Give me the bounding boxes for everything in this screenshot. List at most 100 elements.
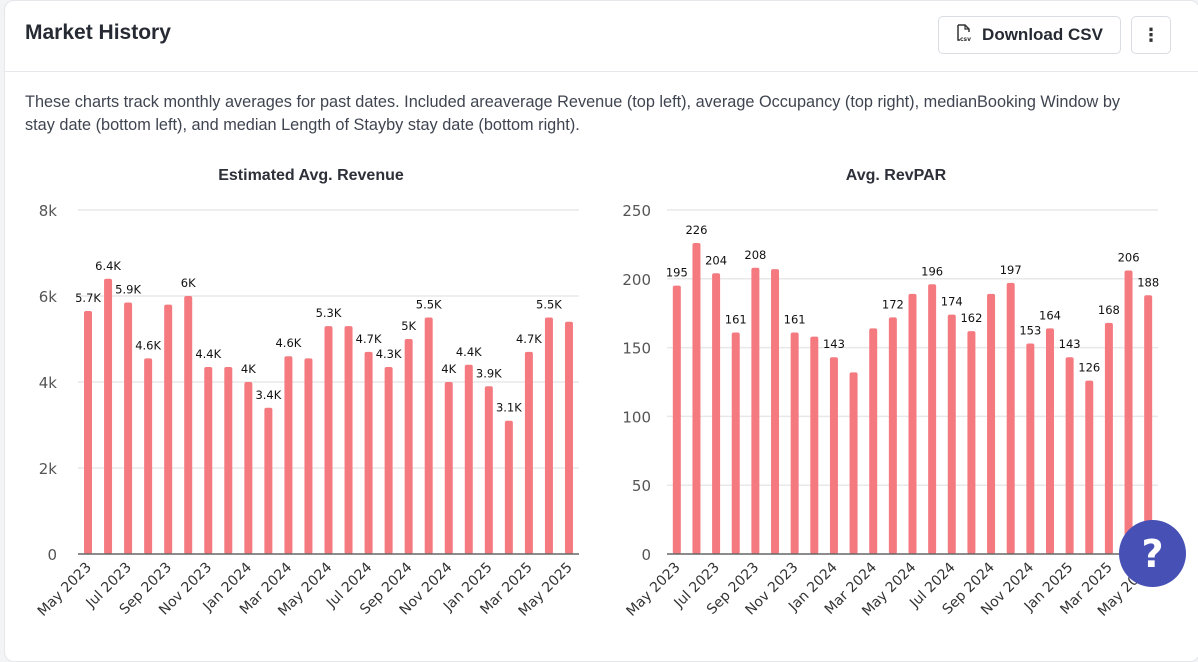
data-label: 174 xyxy=(941,295,963,309)
bar[interactable] xyxy=(1045,328,1054,554)
data-label: 161 xyxy=(725,312,747,326)
bar[interactable] xyxy=(424,317,433,555)
revenue-chart: Estimated Avg. Revenue 0 2k 4k 6k 8k 5.7K 6.4K… xyxy=(21,161,601,651)
y-tick-label: 250 xyxy=(622,202,651,220)
bar[interactable] xyxy=(692,243,701,555)
bar[interactable] xyxy=(1104,322,1113,554)
data-label: 168 xyxy=(1098,303,1120,317)
bar[interactable] xyxy=(224,366,233,554)
help-button[interactable]: ? xyxy=(1119,520,1186,587)
data-label: 5.7K xyxy=(75,291,101,305)
bar[interactable] xyxy=(1006,282,1015,554)
bar[interactable] xyxy=(184,296,193,554)
data-label: 3.9K xyxy=(476,366,502,380)
bar[interactable] xyxy=(344,326,353,554)
y-tick-label: 8k xyxy=(39,202,58,220)
download-csv-button[interactable]: csv Download CSV xyxy=(938,16,1121,54)
bar[interactable] xyxy=(144,358,153,554)
data-label: 5.5K xyxy=(536,298,562,312)
bar[interactable] xyxy=(384,366,393,554)
bar[interactable] xyxy=(967,331,976,554)
data-label: 6.4K xyxy=(95,259,121,273)
bar[interactable] xyxy=(731,332,740,554)
data-label: 188 xyxy=(1137,275,1159,289)
data-label: 5.9K xyxy=(115,282,141,296)
bar[interactable] xyxy=(829,357,838,554)
bar[interactable] xyxy=(524,351,533,554)
data-label: 196 xyxy=(921,264,943,278)
help-icon: ? xyxy=(1141,531,1164,576)
data-label: 4K xyxy=(241,362,256,376)
bar[interactable] xyxy=(544,317,553,555)
bar[interactable] xyxy=(947,314,956,554)
data-label: 4K xyxy=(441,362,456,376)
bar[interactable] xyxy=(564,321,573,554)
bar[interactable] xyxy=(888,317,897,554)
data-label: 153 xyxy=(1019,323,1041,337)
data-label: 143 xyxy=(823,337,845,351)
data-label: 208 xyxy=(744,248,766,262)
csv-file-icon: csv xyxy=(956,23,972,48)
bar[interactable] xyxy=(751,267,760,554)
data-label: 4.7K xyxy=(516,332,542,346)
bar[interactable] xyxy=(404,339,413,554)
svg-text:csv: csv xyxy=(960,36,971,43)
bar[interactable] xyxy=(504,420,513,554)
data-label: 3.4K xyxy=(255,388,281,402)
y-tick-label: 150 xyxy=(622,340,651,358)
bar[interactable] xyxy=(104,278,113,554)
bar[interactable] xyxy=(364,351,373,554)
data-label: 4.6K xyxy=(275,336,301,350)
bar[interactable] xyxy=(1124,270,1133,554)
vertical-ellipsis-icon: ⋮ xyxy=(1142,24,1160,46)
bar[interactable] xyxy=(164,304,173,554)
bar[interactable] xyxy=(264,407,273,554)
chart-title: Avg. RevPAR xyxy=(845,167,947,184)
chart-title: Estimated Avg. Revenue xyxy=(218,167,404,184)
bar[interactable] xyxy=(810,336,819,554)
data-label: 172 xyxy=(882,297,904,311)
bar[interactable] xyxy=(124,302,133,554)
y-tick-label: 200 xyxy=(622,271,651,289)
bar[interactable] xyxy=(928,284,937,554)
bar[interactable] xyxy=(204,366,213,554)
bar[interactable] xyxy=(1085,380,1094,554)
bar[interactable] xyxy=(1026,343,1035,554)
bar[interactable] xyxy=(464,364,473,554)
bar[interactable] xyxy=(304,358,313,554)
description-text: These charts track monthly averages for … xyxy=(25,93,1121,134)
data-label: 5K xyxy=(401,319,416,333)
download-csv-label: Download CSV xyxy=(982,25,1103,44)
bar[interactable] xyxy=(1065,357,1074,554)
data-label: 206 xyxy=(1118,251,1140,265)
bar[interactable] xyxy=(712,273,721,554)
page-title: Market History xyxy=(25,21,171,44)
revpar-chart: Avg. RevPAR 0 50 100 150 200 250 195 226 204 161 2… xyxy=(601,161,1191,651)
y-tick-label: 0 xyxy=(641,546,651,564)
bar[interactable] xyxy=(1144,295,1153,554)
bar[interactable] xyxy=(484,386,493,554)
bar[interactable] xyxy=(987,293,996,554)
bar[interactable] xyxy=(324,326,333,554)
bar[interactable] xyxy=(869,328,878,554)
data-label: 3.1K xyxy=(496,401,522,415)
bar[interactable] xyxy=(444,382,453,554)
data-label: 6K xyxy=(181,276,196,290)
data-label: 204 xyxy=(705,253,727,267)
data-label: 161 xyxy=(784,312,806,326)
data-label: 4.3K xyxy=(376,347,402,361)
bar[interactable] xyxy=(672,285,681,554)
y-tick-label: 100 xyxy=(622,408,651,426)
bar[interactable] xyxy=(849,372,858,554)
bar[interactable] xyxy=(84,311,93,554)
data-label: 5.5K xyxy=(416,298,442,312)
more-options-button[interactable]: ⋮ xyxy=(1131,16,1171,54)
data-label: 226 xyxy=(685,223,707,237)
bar[interactable] xyxy=(790,332,799,554)
data-label: 4.6K xyxy=(135,338,161,352)
bar[interactable] xyxy=(908,293,917,554)
data-label: 4.4K xyxy=(456,345,482,359)
bar[interactable] xyxy=(244,382,253,554)
bar[interactable] xyxy=(284,356,293,554)
bar[interactable] xyxy=(771,269,780,554)
